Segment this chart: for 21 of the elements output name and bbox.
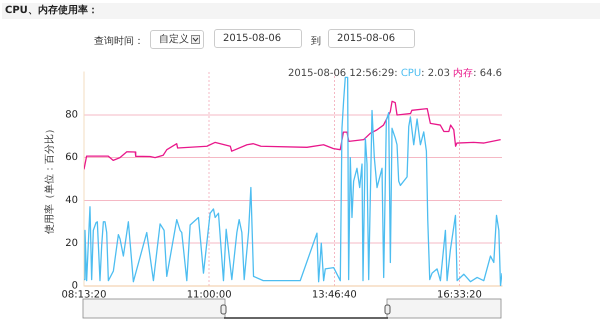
text: 到 — [311, 35, 321, 48]
text: 查询时间： — [94, 34, 144, 48]
annotation: : 64.6 — [473, 68, 502, 79]
y-tick-label: 20 — [65, 238, 78, 249]
text: 2015-08-06 — [337, 33, 396, 44]
text: 自定义 — [159, 34, 189, 45]
y-tick-label: 40 — [65, 194, 78, 206]
text: 内存 — [453, 68, 474, 79]
text: 2015-08-06 — [223, 33, 282, 44]
y-tick-label: 0 — [72, 280, 78, 292]
y-axis-title: 使用率（单位：百分比） — [44, 124, 56, 234]
annotation: 2015-08-06 12:56:29: — [288, 68, 398, 79]
chart-title: CPU、内存使用率： — [2, 3, 600, 19]
y-tick-label: 80 — [65, 109, 78, 120]
x-tick-label: 11:00:00 — [186, 290, 232, 301]
y-tick-label: 60 — [65, 152, 78, 164]
x-tick-label: 13:46:40 — [312, 290, 357, 301]
x-tick-label: 08:13:20 — [62, 290, 106, 301]
x-tick-label: 16:33:20 — [436, 290, 482, 301]
annotation: : 2.03 — [421, 68, 450, 79]
text: CPU — [400, 68, 422, 79]
